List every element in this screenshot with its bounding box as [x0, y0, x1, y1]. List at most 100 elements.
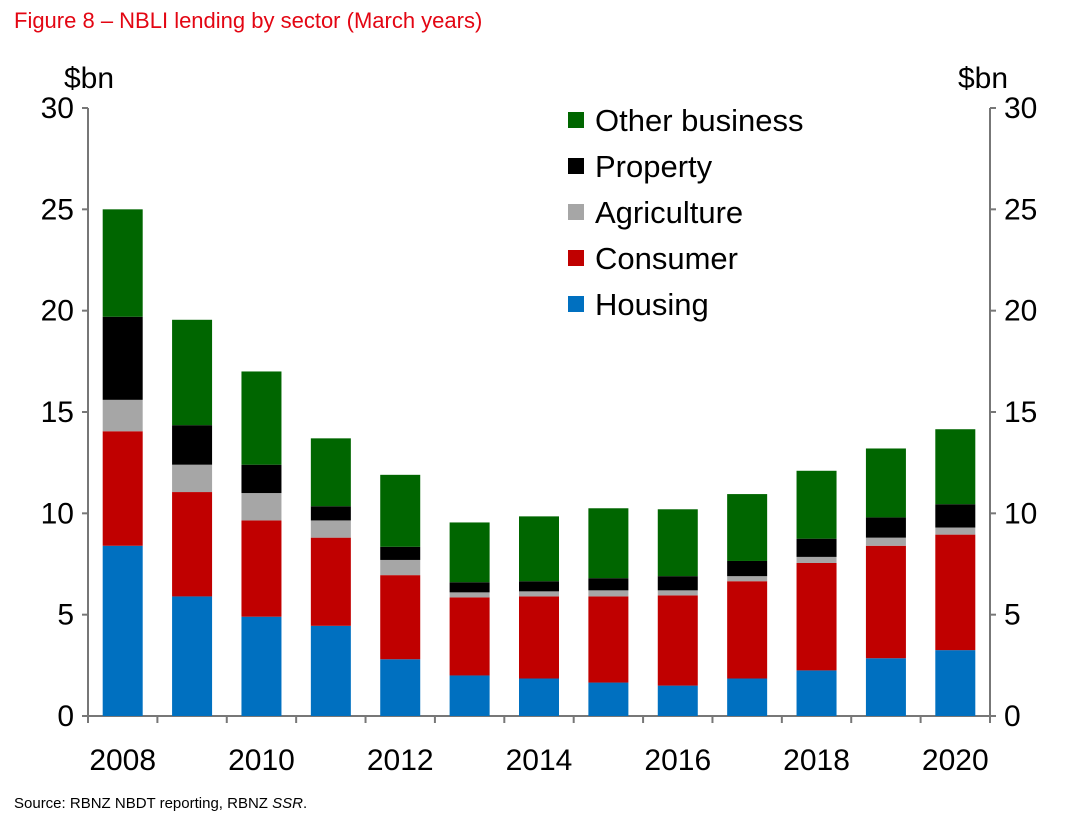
- bar-agriculture-2019: [865, 537, 906, 546]
- legend-swatch: [568, 204, 584, 220]
- right-tick-label: 10: [1004, 497, 1037, 530]
- bar-property-2019: [865, 517, 906, 538]
- bar-housing-2009: [172, 596, 213, 716]
- bar-other-business-2009: [172, 319, 213, 426]
- bar-property-2015: [588, 578, 629, 591]
- left-tick-label: 25: [41, 193, 74, 226]
- bar-housing-2010: [241, 616, 282, 716]
- bar-consumer-2019: [865, 545, 906, 659]
- bar-property-2020: [935, 504, 976, 528]
- source-italic: SSR: [272, 795, 303, 812]
- right-axis-unit: $bn: [958, 62, 1008, 95]
- bar-other-business-2017: [727, 494, 768, 561]
- bar-agriculture-2014: [519, 591, 559, 597]
- bar-other-business-2008: [102, 209, 143, 317]
- bar-consumer-2014: [519, 596, 559, 679]
- bar-housing-2018: [796, 670, 837, 716]
- bar-property-2012: [380, 546, 421, 560]
- left-tick-label: 10: [41, 497, 74, 530]
- bar-consumer-2015: [588, 596, 629, 683]
- bar-consumer-2013: [449, 597, 490, 676]
- bar-other-business-2011: [310, 438, 351, 507]
- bar-property-2010: [241, 464, 282, 494]
- x-tick-label: 2014: [506, 744, 573, 777]
- bar-agriculture-2012: [380, 559, 421, 576]
- legend-label: Consumer: [595, 241, 738, 276]
- source-note: Source: RBNZ NBDT reporting, RBNZ SSR.: [14, 795, 307, 812]
- bar-housing-2017: [727, 678, 768, 716]
- legend-swatch: [568, 296, 584, 312]
- bar-housing-2015: [588, 682, 629, 716]
- legend-label: Property: [595, 149, 713, 184]
- bar-agriculture-2017: [727, 576, 768, 582]
- bar-agriculture-2016: [657, 590, 698, 596]
- bar-agriculture-2020: [935, 527, 976, 535]
- bar-property-2008: [102, 316, 143, 400]
- bar-agriculture-2018: [796, 556, 837, 563]
- bar-agriculture-2015: [588, 590, 629, 597]
- bar-property-2018: [796, 538, 837, 557]
- bar-consumer-2016: [657, 595, 698, 686]
- x-tick-label: 2012: [367, 744, 434, 777]
- bar-housing-2019: [865, 658, 906, 716]
- bar-property-2011: [310, 506, 351, 521]
- bar-other-business-2015: [588, 508, 629, 579]
- bar-consumer-2017: [727, 581, 768, 679]
- bar-consumer-2011: [310, 537, 351, 626]
- bar-property-2016: [657, 576, 698, 591]
- left-tick-label: 20: [41, 295, 74, 328]
- bar-consumer-2008: [102, 431, 143, 546]
- legend-label: Housing: [595, 287, 709, 322]
- bar-other-business-2013: [449, 522, 490, 583]
- right-tick-label: 5: [1004, 599, 1021, 632]
- x-tick-label: 2016: [644, 744, 711, 777]
- bar-other-business-2012: [380, 474, 421, 547]
- left-tick-label: 30: [41, 92, 74, 125]
- x-tick-label: 2008: [89, 744, 156, 777]
- legend-swatch: [568, 158, 584, 174]
- bar-housing-2014: [519, 678, 559, 716]
- bar-housing-2011: [310, 625, 351, 716]
- left-tick-label: 5: [57, 599, 74, 632]
- legend-label: Other business: [595, 103, 804, 138]
- bar-other-business-2010: [241, 371, 282, 465]
- bar-housing-2013: [449, 675, 490, 716]
- right-tick-label: 25: [1004, 193, 1037, 226]
- left-tick-label: 0: [57, 700, 74, 733]
- bar-housing-2020: [935, 650, 976, 716]
- bar-agriculture-2013: [449, 592, 490, 598]
- source-end: .: [302, 795, 308, 812]
- bar-consumer-2009: [172, 492, 213, 597]
- legend-label: Agriculture: [595, 195, 743, 230]
- bar-property-2009: [172, 425, 213, 465]
- bar-consumer-2012: [380, 575, 421, 660]
- bar-other-business-2020: [935, 429, 976, 505]
- x-tick-label: 2018: [783, 744, 850, 777]
- bar-other-business-2016: [657, 509, 698, 577]
- right-tick-label: 15: [1004, 396, 1037, 429]
- bar-housing-2016: [657, 685, 698, 716]
- x-tick-label: 2010: [228, 744, 295, 777]
- bar-property-2013: [449, 582, 490, 593]
- source-text: Source: RBNZ NBDT reporting, RBNZ: [14, 795, 273, 812]
- bar-agriculture-2008: [102, 399, 143, 432]
- bar-property-2014: [519, 581, 559, 592]
- left-tick-label: 15: [41, 396, 74, 429]
- chart-title: Figure 8 – NBLI lending by sector (March…: [14, 8, 483, 33]
- legend-swatch: [568, 112, 584, 128]
- right-tick-label: 20: [1004, 295, 1037, 328]
- bar-consumer-2010: [241, 520, 282, 617]
- bar-housing-2008: [102, 545, 143, 716]
- right-tick-label: 0: [1004, 700, 1021, 733]
- legend-swatch: [568, 250, 584, 266]
- x-tick-label: 2020: [922, 744, 989, 777]
- bar-consumer-2020: [935, 534, 976, 651]
- bar-consumer-2018: [796, 562, 837, 671]
- bar-agriculture-2011: [310, 520, 351, 538]
- bar-housing-2012: [380, 659, 421, 716]
- bar-agriculture-2010: [241, 493, 282, 521]
- bar-other-business-2014: [519, 516, 559, 582]
- right-tick-label: 30: [1004, 92, 1037, 125]
- bar-other-business-2018: [796, 470, 837, 539]
